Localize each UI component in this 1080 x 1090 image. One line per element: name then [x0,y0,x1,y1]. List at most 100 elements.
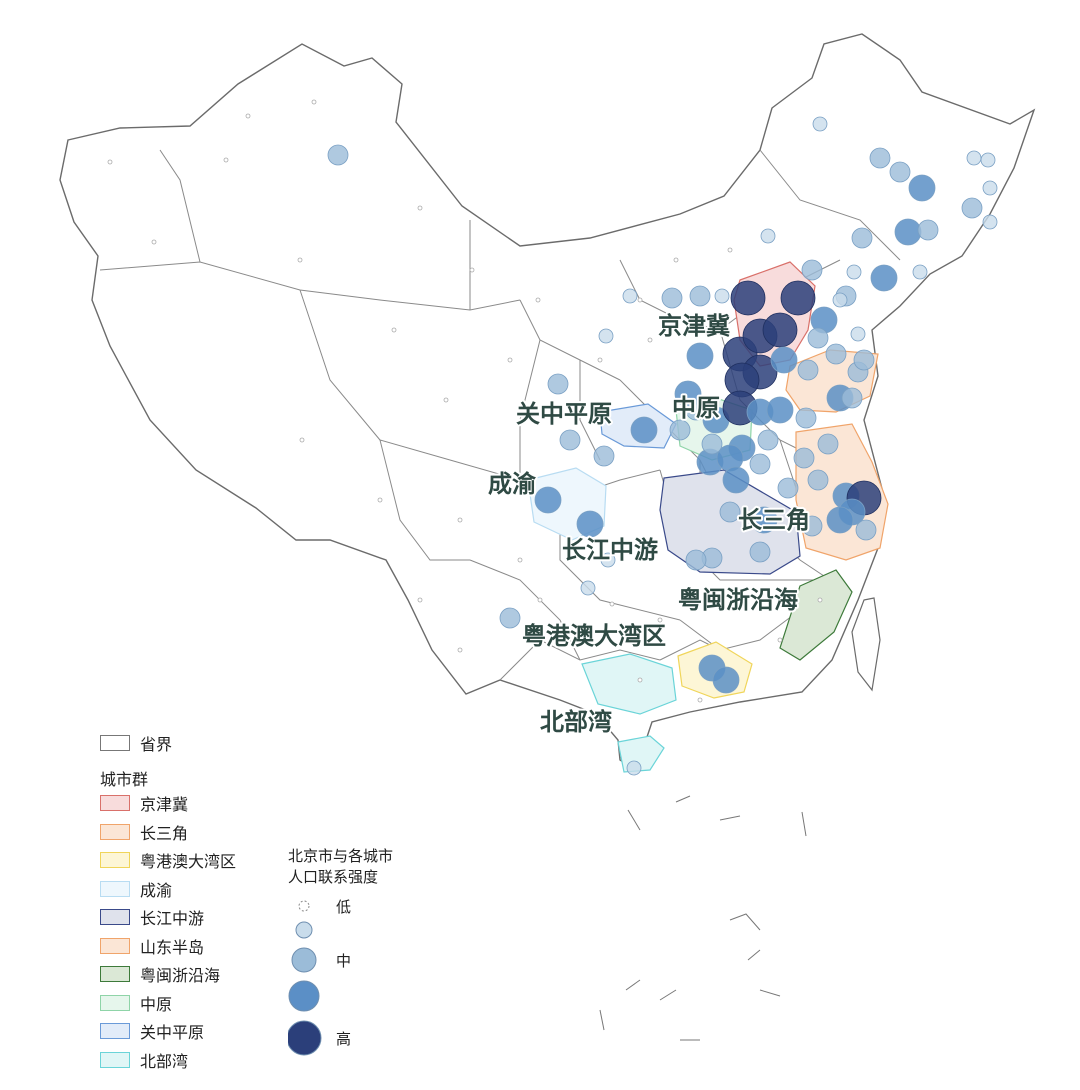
city-dot [311,99,317,105]
cluster-labels: 京津冀 关中平原 中原 成渝 长三角 长江中游 粤闽浙沿海 粤港澳大湾区 北部湾 [486,310,812,738]
city-bubble [894,218,922,246]
map-label-guanzhong: 关中平原 [516,400,612,428]
city-dot [647,337,653,343]
connection-bubbles [107,99,998,776]
city-bubble [547,373,569,395]
cluster-label: 粤闽浙沿海 [140,966,221,985]
city-dot [577,637,583,643]
city-bubble [576,510,604,538]
city-bubble [982,214,998,230]
strength-circles [288,900,322,1056]
city-dot [637,677,643,683]
city-dot [417,597,423,603]
cluster-swatch [100,823,130,840]
city-bubble [982,180,998,196]
cluster-legend: 省界 城市群 京津冀 长三角 粤港澳大湾区 成渝 长江中游 山东半岛 粤闽浙沿海 中原 关中平原… [100,732,300,1072]
city-bubble [797,359,819,381]
strength-legend: 北京市与各城市 人口联系强度 低中高 [288,846,448,1066]
cluster-swatch [100,966,130,982]
region-yuemin [779,569,853,661]
city-bubble [686,342,714,370]
city-dot [245,113,251,119]
strength-label: 中 [336,952,352,970]
cluster-label: 京津冀 [140,795,189,814]
cluster-swatch [100,1023,130,1039]
legend-item-province: 省界 [100,732,172,754]
city-bubble [749,453,771,475]
city-bubble [870,264,898,292]
city-bubble [801,515,823,537]
city-dot [469,267,475,273]
cluster-swatch [100,994,130,1011]
city-bubble [812,116,828,132]
city-dot [443,397,449,403]
south-sea-islands [599,795,807,1041]
legend-item-cluster: 粤港澳大湾区 [100,849,236,871]
city-dot [637,297,643,303]
city-dot [457,647,463,653]
city-bubble [534,486,562,514]
city-dot [777,637,783,643]
city-bubble [626,760,642,776]
city-bubble [855,519,877,541]
city-bubble [846,264,862,280]
province-swatch [100,735,130,751]
city-bubble [766,396,794,424]
city-bubble [966,150,982,166]
strength-title-line2: 人口联系强度 [288,868,379,886]
city-dot [817,597,823,603]
city-bubble [757,429,779,451]
strength-label: 低 [336,898,352,916]
city-bubble [807,327,829,349]
taiwan-outline [851,597,881,692]
china-outline [59,33,1036,772]
region-beibuwan [581,653,677,715]
city-bubble [869,147,891,169]
cluster-swatch [100,937,130,954]
city-bubble [719,501,741,523]
city-bubble [850,326,866,342]
city-bubble [961,197,983,219]
map-label-jingjinji: 京津冀 [658,312,730,340]
strength-circle [291,947,317,973]
city-bubble [795,407,817,429]
map-label-changjiang: 长江中游 [562,536,658,564]
legend-item-cluster: 京津冀 [100,792,188,814]
city-bubble [760,228,776,244]
city-bubble [762,312,798,348]
city-dot [517,557,523,563]
city-bubble [807,469,829,491]
city-bubble [801,259,823,281]
cluster-label: 成渝 [140,880,173,900]
strength-circle [298,900,310,912]
city-bubble [559,429,581,451]
city-dot [537,597,543,603]
city-bubble [749,541,771,563]
city-bubble [499,607,521,629]
city-dot [391,327,397,333]
city-bubble [685,549,707,571]
strength-title-line1: 北京市与各城市 [288,847,394,865]
city-bubble [622,288,638,304]
city-bubble [701,433,723,455]
city-bubble [851,227,873,249]
city-dot [417,205,423,211]
city-bubble [917,219,939,241]
city-dot [727,247,733,253]
cluster-swatch [100,795,130,811]
cluster-label: 长江中游 [140,909,205,928]
map-label-yuegangao: 粤港澳大湾区 [522,622,666,650]
city-bubble [714,288,730,304]
city-dot [151,239,157,245]
city-dot [377,497,383,503]
legend-item-cluster: 北部湾 [100,1049,188,1071]
city-bubble [712,666,740,694]
city-dot [673,257,679,263]
cluster-label: 山东半岛 [140,937,205,957]
city-bubble [780,280,816,316]
legend-item-cluster: 成渝 [100,878,172,900]
city-bubble [853,349,875,371]
city-bubble [630,416,658,444]
city-bubble [889,161,911,183]
cluster-swatch [100,1051,130,1068]
